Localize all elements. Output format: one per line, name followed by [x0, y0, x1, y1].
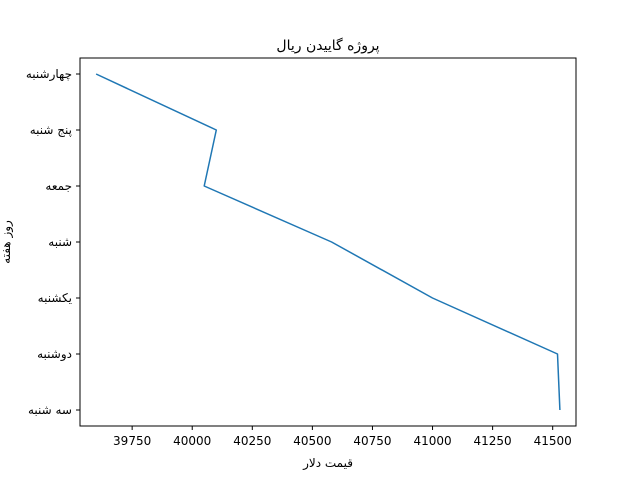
- x-tick-label: 41250: [474, 434, 512, 448]
- x-tick-label: 41500: [534, 434, 572, 448]
- x-axis-label: قیمت دلار: [302, 456, 353, 471]
- y-tick-label: چهارشنبه: [26, 67, 72, 82]
- y-tick-label: سه شنبه: [28, 403, 72, 417]
- x-tick-label: 39750: [113, 434, 151, 448]
- x-tick-label: 40500: [293, 434, 331, 448]
- x-tick-label: 40250: [233, 434, 271, 448]
- series-group: [95, 73, 561, 411]
- plot-area-frame: [79, 57, 577, 427]
- x-tick-label: 40750: [353, 434, 391, 448]
- y-tick-label: پنج شنبه: [30, 123, 72, 137]
- y-tick-label: جمعه: [45, 179, 72, 193]
- y-axis-label: روز هفته: [0, 220, 14, 264]
- chart-title: پروژه گاییدن ریال: [276, 37, 379, 54]
- x-axis: 39750 40000 40250 40500 40750 41000 41250 41500: [113, 426, 572, 448]
- x-tick-label: 41000: [413, 434, 451, 448]
- y-tick-label: دوشنبه: [37, 347, 72, 362]
- y-tick-label: شنبه: [48, 235, 72, 249]
- x-tick-label: 40000: [173, 434, 211, 448]
- y-axis: سه شنبه دوشنبه یکشنبه شنبه جمعه پنج شنبه چهارش…: [26, 67, 80, 417]
- series-line: [95, 73, 561, 411]
- y-tick-label: یکشنبه: [38, 291, 72, 305]
